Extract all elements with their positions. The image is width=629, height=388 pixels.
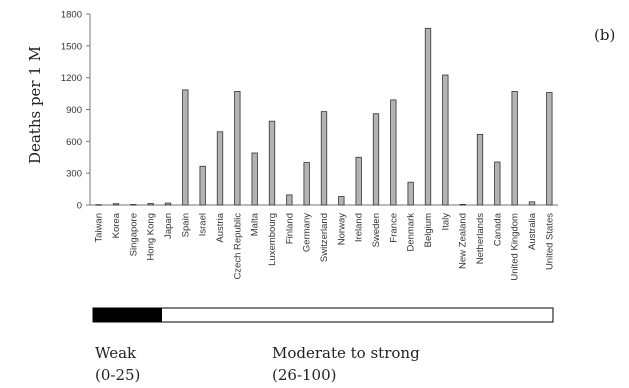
x-tick-label: Malta xyxy=(250,212,261,236)
bar xyxy=(95,204,102,206)
x-tick-label: Italy xyxy=(440,213,451,231)
bar xyxy=(216,131,224,206)
x-tick-labels: Taiwan Korea Singapore Hong Kong Japan Spain I… xyxy=(94,212,556,280)
bar xyxy=(320,111,328,206)
x-tick-label: Sweden xyxy=(371,213,382,247)
x-tick-label: Ireland xyxy=(354,213,365,242)
bars-group xyxy=(95,27,553,206)
legend-strong-label: Moderate to strong xyxy=(272,344,420,362)
x-tick-label: United Kingdom xyxy=(510,213,521,281)
x-tick-label: New Zealand xyxy=(458,213,469,269)
x-tick-label: Luxembourg xyxy=(267,213,278,266)
bar xyxy=(528,201,536,206)
bar xyxy=(286,194,293,206)
bar xyxy=(268,120,276,206)
bar xyxy=(459,203,466,206)
bar xyxy=(182,89,189,206)
x-tick-label: Australia xyxy=(527,212,538,250)
y-tick-label: 1800 xyxy=(61,10,82,21)
bar xyxy=(112,203,120,206)
x-tick-label: Canada xyxy=(492,212,503,246)
x-tick-label: France xyxy=(388,213,399,243)
bar xyxy=(494,161,501,206)
x-tick-label: Spain xyxy=(180,213,191,237)
bar xyxy=(546,92,553,206)
bar xyxy=(199,165,206,206)
bar xyxy=(390,99,397,206)
x-tick-label: Norway xyxy=(336,213,347,245)
bar xyxy=(130,204,137,206)
y-tick-label: 1200 xyxy=(61,73,82,84)
y-tick-label: 1500 xyxy=(61,41,82,52)
x-tick-label: Austria xyxy=(215,212,226,242)
bar xyxy=(442,74,449,206)
bar xyxy=(251,152,258,206)
y-tick-label: 600 xyxy=(66,137,82,148)
x-tick-label: Japan xyxy=(163,213,174,239)
x-tick-label: Israel xyxy=(198,213,209,236)
x-tick-label: Korea xyxy=(111,212,122,238)
y-axis-label: Deaths per 1 M xyxy=(26,46,44,164)
panel-label: (b) xyxy=(594,26,615,44)
bar xyxy=(147,203,154,206)
y-tick-label: 900 xyxy=(66,105,82,116)
bar xyxy=(407,181,414,206)
x-tick-label: Singapore xyxy=(128,213,139,256)
bar xyxy=(476,134,484,206)
x-tick-label: Czech Republic xyxy=(232,213,243,280)
bar xyxy=(303,162,310,206)
bar xyxy=(234,91,241,206)
bar xyxy=(338,196,345,206)
x-tick-label: Taiwan xyxy=(94,213,105,243)
legend-bar-weak xyxy=(93,308,162,322)
x-tick-label: Denmark xyxy=(406,213,417,252)
x-tick-label: Netherlands xyxy=(475,213,486,264)
bar xyxy=(164,202,172,206)
y-tick-labels: 0 300 600 900 1200 1500 1800 xyxy=(61,10,90,212)
x-tick-label: Finland xyxy=(284,213,295,244)
bar xyxy=(355,156,362,206)
x-tick-label: Belgium xyxy=(423,213,434,247)
x-tick-label: Hong Kong xyxy=(146,213,157,261)
x-tick-label: United States xyxy=(544,213,555,270)
x-tick-label: Switzerland xyxy=(319,213,330,262)
bar xyxy=(511,91,518,206)
x-tick-label: Germany xyxy=(302,213,313,252)
bar xyxy=(424,27,432,206)
y-tick-label: 0 xyxy=(77,201,82,212)
y-tick-label: 300 xyxy=(66,169,82,180)
legend-strong-range: (26-100) xyxy=(272,366,337,384)
bar xyxy=(372,113,380,206)
legend-weak-label: Weak xyxy=(95,344,137,362)
legend-weak-range: (0-25) xyxy=(95,366,140,384)
